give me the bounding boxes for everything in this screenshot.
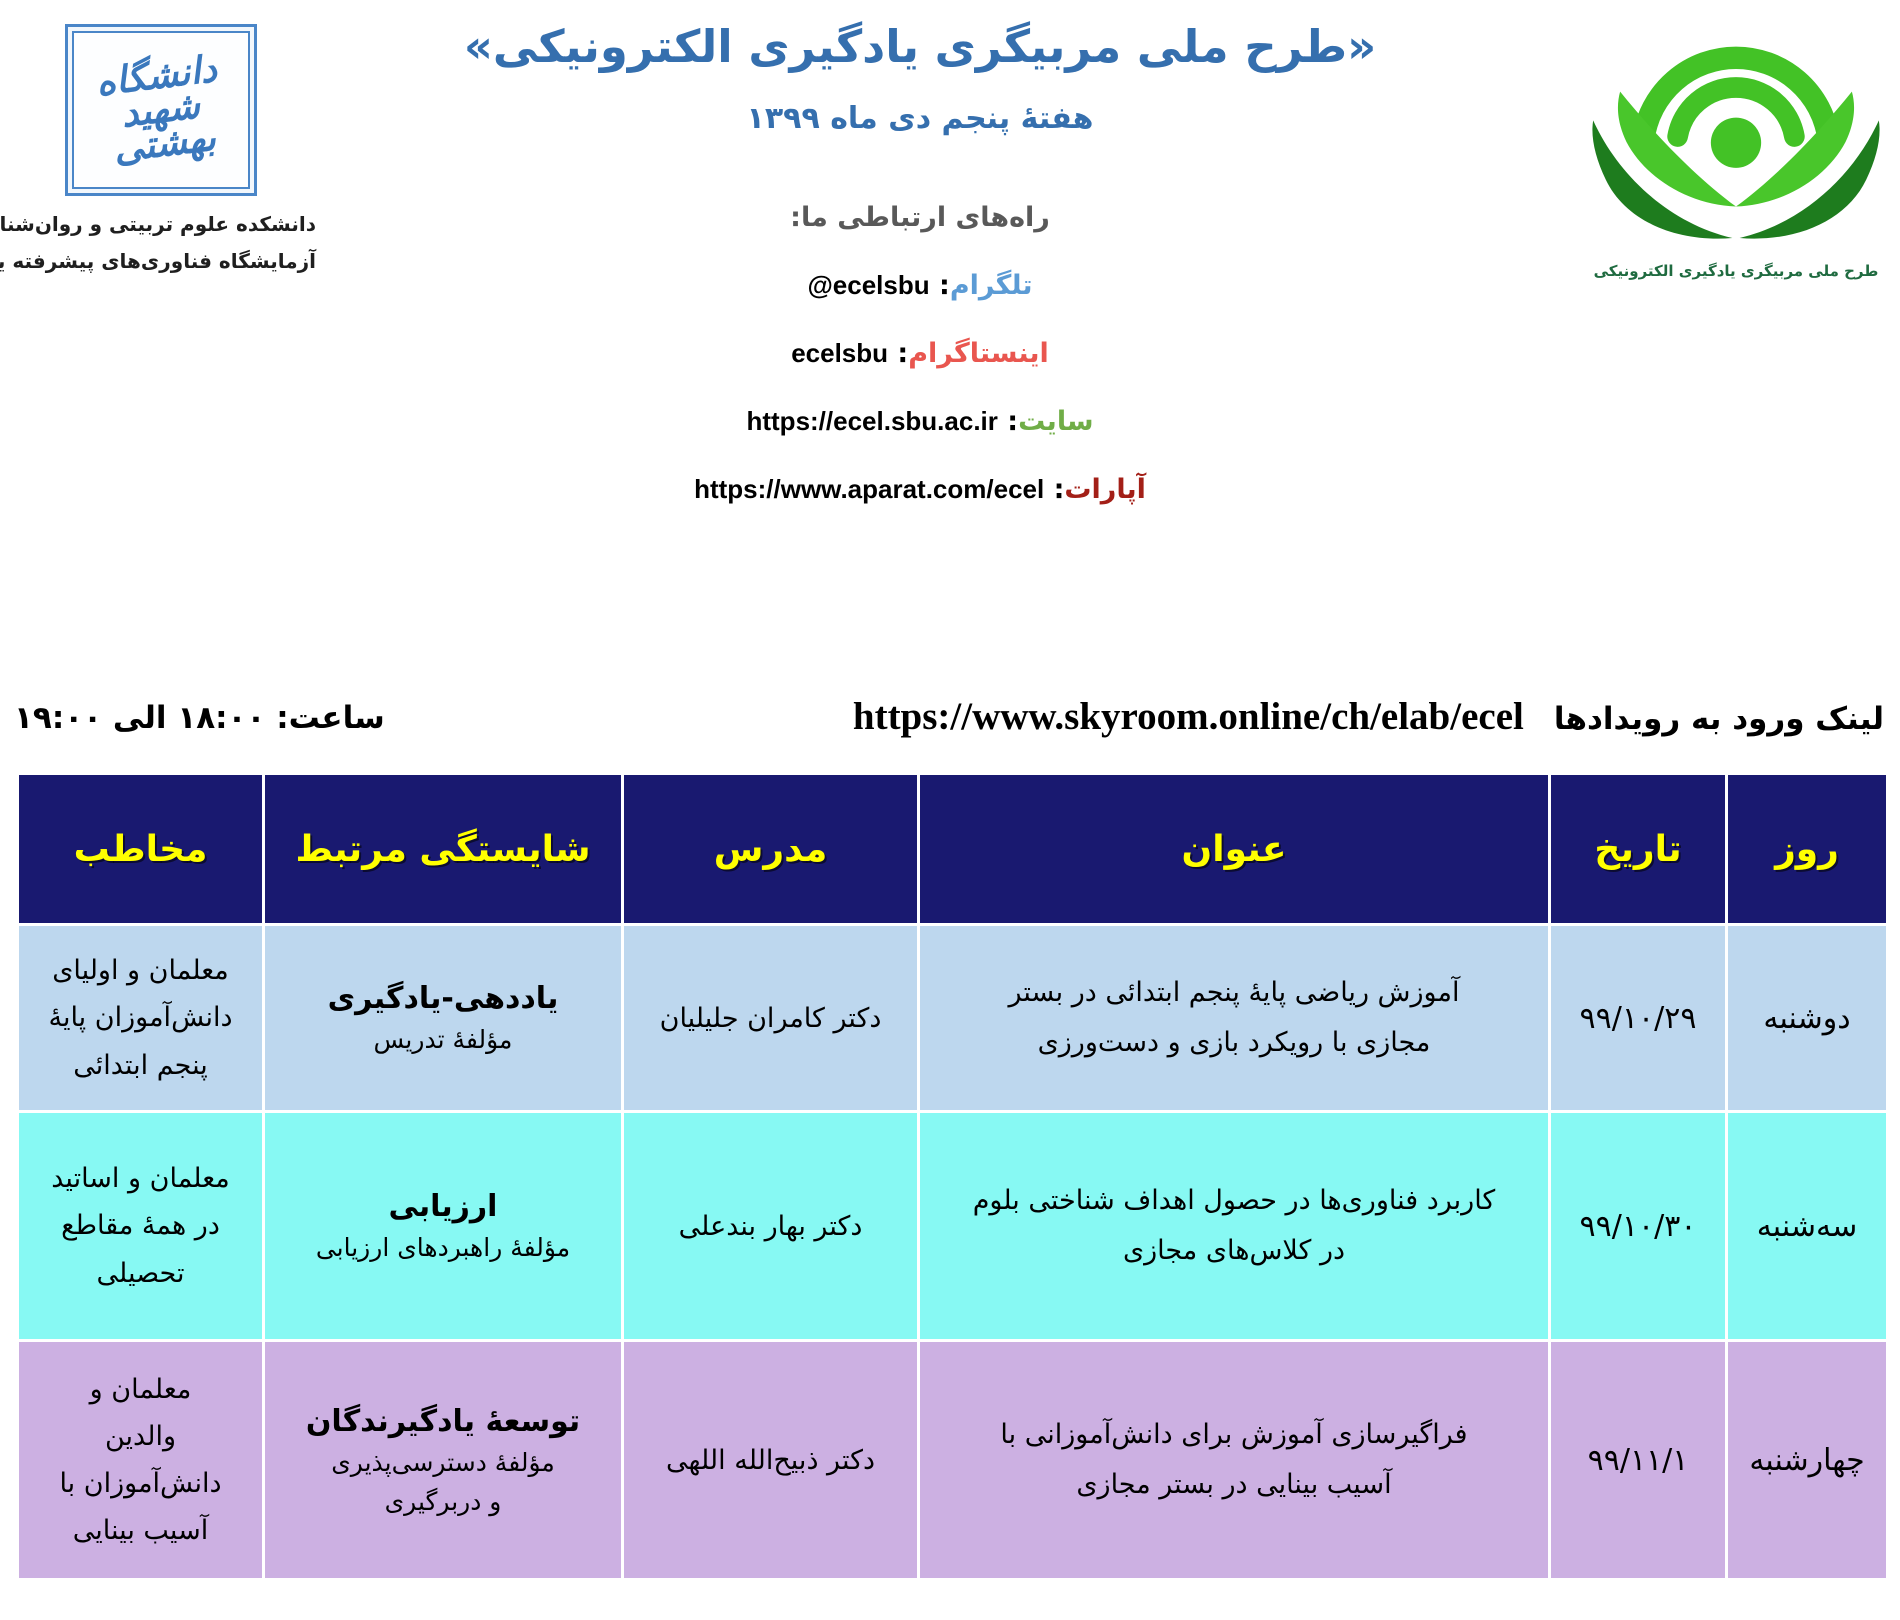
title-cell: کاربرد فناوری‌ها در حصول اهداف شناختی بل…: [920, 1113, 1548, 1339]
colon: :: [888, 337, 909, 369]
instructor-cell: دکتر بهار بندعلی: [624, 1113, 917, 1339]
instagram-label: اینستاگرام: [908, 337, 1049, 369]
competency-cell: توسعۀ یادگیرندگان مؤلفۀ دسترسی‌پذیری و د…: [265, 1342, 621, 1578]
sbu-university-logo: دانشگاه شهید بهشتی: [65, 24, 257, 196]
competency-cell: یاددهی-یادگیری مؤلفۀ تدریس: [265, 926, 621, 1110]
col-header-competency: شایستگی مرتبط: [265, 775, 621, 923]
day-cell: چهارشنبه: [1728, 1342, 1886, 1578]
competency-sub: مؤلفۀ دسترسی‌پذیری و دربرگیری: [331, 1447, 555, 1516]
instagram-handle[interactable]: ecelsbu: [791, 337, 889, 368]
audience-cell: معلمان و اولیای دانش‌آموزان پایۀ پنجم اب…: [19, 926, 262, 1110]
competency-main: ارزیابی: [388, 1189, 498, 1225]
header-center: «طرح ملی مربیگری یادگیری الکترونیکی» هفت…: [330, 18, 1510, 505]
col-header-day: روز: [1728, 775, 1886, 923]
sbu-logo-word: بهشتی: [111, 115, 219, 171]
instructor-cell: دکتر کامران جلیلیان: [624, 926, 917, 1110]
instructor-cell: دکتر ذبیح‌الله اللهی: [624, 1342, 917, 1578]
schedule-row: سه‌شنبه ۹۹/۱۰/۳۰ کاربرد فناوری‌ها در حصو…: [19, 1113, 1886, 1339]
contact-telegram: تلگرام: @ecelsbu: [330, 270, 1510, 301]
program-logo-block: طرح ملی مربیگری یادگیری الکترونیکی: [1578, 8, 1894, 280]
schedule-row: دوشنبه ۹۹/۱۰/۲۹ آموزش ریاضی پایۀ پنجم اب…: [19, 926, 1886, 1110]
col-header-date: تاریخ: [1551, 775, 1725, 923]
hands-wifi-logo-icon: [1592, 46, 1880, 239]
title-cell: فراگیرسازی آموزش برای دانش‌آموزانی با آس…: [920, 1342, 1548, 1578]
events-link-row: لینک ورود به رویدادها https://www.skyroo…: [853, 694, 1884, 739]
contact-heading: راه‌های ارتباطی ما:: [790, 201, 1050, 233]
date-value: ۹۹/۱۱/۱: [1587, 1442, 1689, 1478]
contact-website: سایت: https://ecel.sbu.ac.ir: [330, 406, 1510, 437]
aparat-label: آپارات: [1064, 473, 1146, 505]
sbu-logo-frame: دانشگاه شهید بهشتی: [72, 31, 250, 189]
col-header-title: عنوان: [920, 775, 1548, 923]
colon: :: [929, 269, 950, 301]
day-cell: سه‌شنبه: [1728, 1113, 1886, 1339]
audience-cell: معلمان و اساتید در همۀ مقاطع تحصیلی: [19, 1113, 262, 1339]
faculty-name: دانشکده علوم تربیتی و روان‌شناسی: [0, 212, 316, 236]
col-header-audience: مخاطب: [19, 775, 262, 923]
competency-cell: ارزیابی مؤلفۀ راهبردهای ارزیابی: [265, 1113, 621, 1339]
sbu-logo-calligraphy: دانشگاه شهید بهشتی: [94, 47, 228, 171]
contact-instagram: اینستاگرام: ecelsbu: [330, 338, 1510, 369]
date-cell: ۹۹/۱۰/۲۹: [1551, 926, 1725, 1110]
aparat-url[interactable]: https://www.aparat.com/ecel: [694, 473, 1045, 504]
contact-aparat: آپارات: https://www.aparat.com/ecel: [330, 474, 1510, 505]
university-block: دانشگاه شهید بهشتی دانشکده علوم تربیتی و…: [0, 24, 316, 280]
website-url[interactable]: https://ecel.sbu.ac.ir: [746, 405, 998, 436]
events-link-label: لینک ورود به رویدادها: [1553, 701, 1884, 737]
schedule-header-row: روز تاریخ عنوان مدرس شایستگی مرتبط مخاطب: [19, 775, 1886, 923]
website-label: سایت: [1018, 405, 1094, 437]
schedule-row: چهارشنبه ۹۹/۱۱/۱ فراگیرسازی آموزش برای د…: [19, 1342, 1886, 1578]
col-header-instructor: مدرس: [624, 775, 917, 923]
program-logo-caption: طرح ملی مربیگری یادگیری الکترونیکی: [1593, 262, 1879, 280]
date-value: ۹۹/۱۰/۳۰: [1579, 1208, 1697, 1244]
competency-main: توسعۀ یادگیرندگان: [305, 1403, 581, 1439]
title-cell: آموزش ریاضی پایۀ پنجم ابتدائی در بستر مج…: [920, 926, 1548, 1110]
lab-name: آزمایشگاه فناوری‌های پیشرفته یادگیری: [0, 249, 316, 273]
competency-sub: مؤلفۀ تدریس: [373, 1025, 513, 1055]
telegram-handle[interactable]: @ecelsbu: [807, 269, 930, 300]
date-value: ۹۹/۱۰/۲۹: [1579, 1000, 1697, 1036]
competency-sub: مؤلفۀ راهبردهای ارزیابی: [315, 1233, 571, 1263]
skyroom-link[interactable]: https://www.skyroom.online/ch/elab/ecel: [852, 695, 1524, 738]
session-time: ساعت: ۱۸:۰۰ الی ۱۹:۰۰: [14, 700, 385, 736]
competency-main: یاددهی-یادگیری: [327, 981, 559, 1017]
date-cell: ۹۹/۱۰/۳۰: [1551, 1113, 1725, 1339]
page-title: «طرح ملی مربیگری یادگیری الکترونیکی»: [463, 20, 1377, 73]
page-subtitle: هفتۀ پنجم دی ماه ۱۳۹۹: [746, 100, 1094, 136]
colon: :: [1044, 473, 1065, 505]
schedule-table: روز تاریخ عنوان مدرس شایستگی مرتبط مخاطب…: [16, 772, 1889, 1581]
colon: :: [997, 405, 1019, 437]
audience-cell: معلمان و والدین دانش‌آموزان با آسیب بینا…: [19, 1342, 262, 1578]
day-cell: دوشنبه: [1728, 926, 1886, 1110]
date-cell: ۹۹/۱۱/۱: [1551, 1342, 1725, 1578]
telegram-label: تلگرام: [949, 269, 1033, 301]
